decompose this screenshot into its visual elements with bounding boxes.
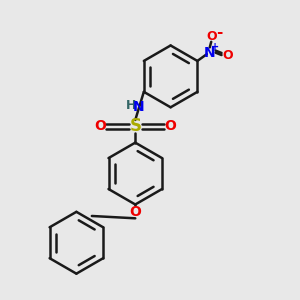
Text: H: H (125, 99, 136, 112)
Text: S: S (129, 117, 141, 135)
Text: -: - (216, 26, 223, 40)
Text: N: N (204, 46, 216, 60)
Text: O: O (129, 205, 141, 219)
Text: O: O (222, 49, 233, 62)
Text: N: N (133, 100, 144, 114)
Text: +: + (211, 42, 219, 52)
Text: O: O (165, 119, 176, 134)
Text: O: O (206, 30, 217, 43)
Text: O: O (94, 119, 106, 134)
